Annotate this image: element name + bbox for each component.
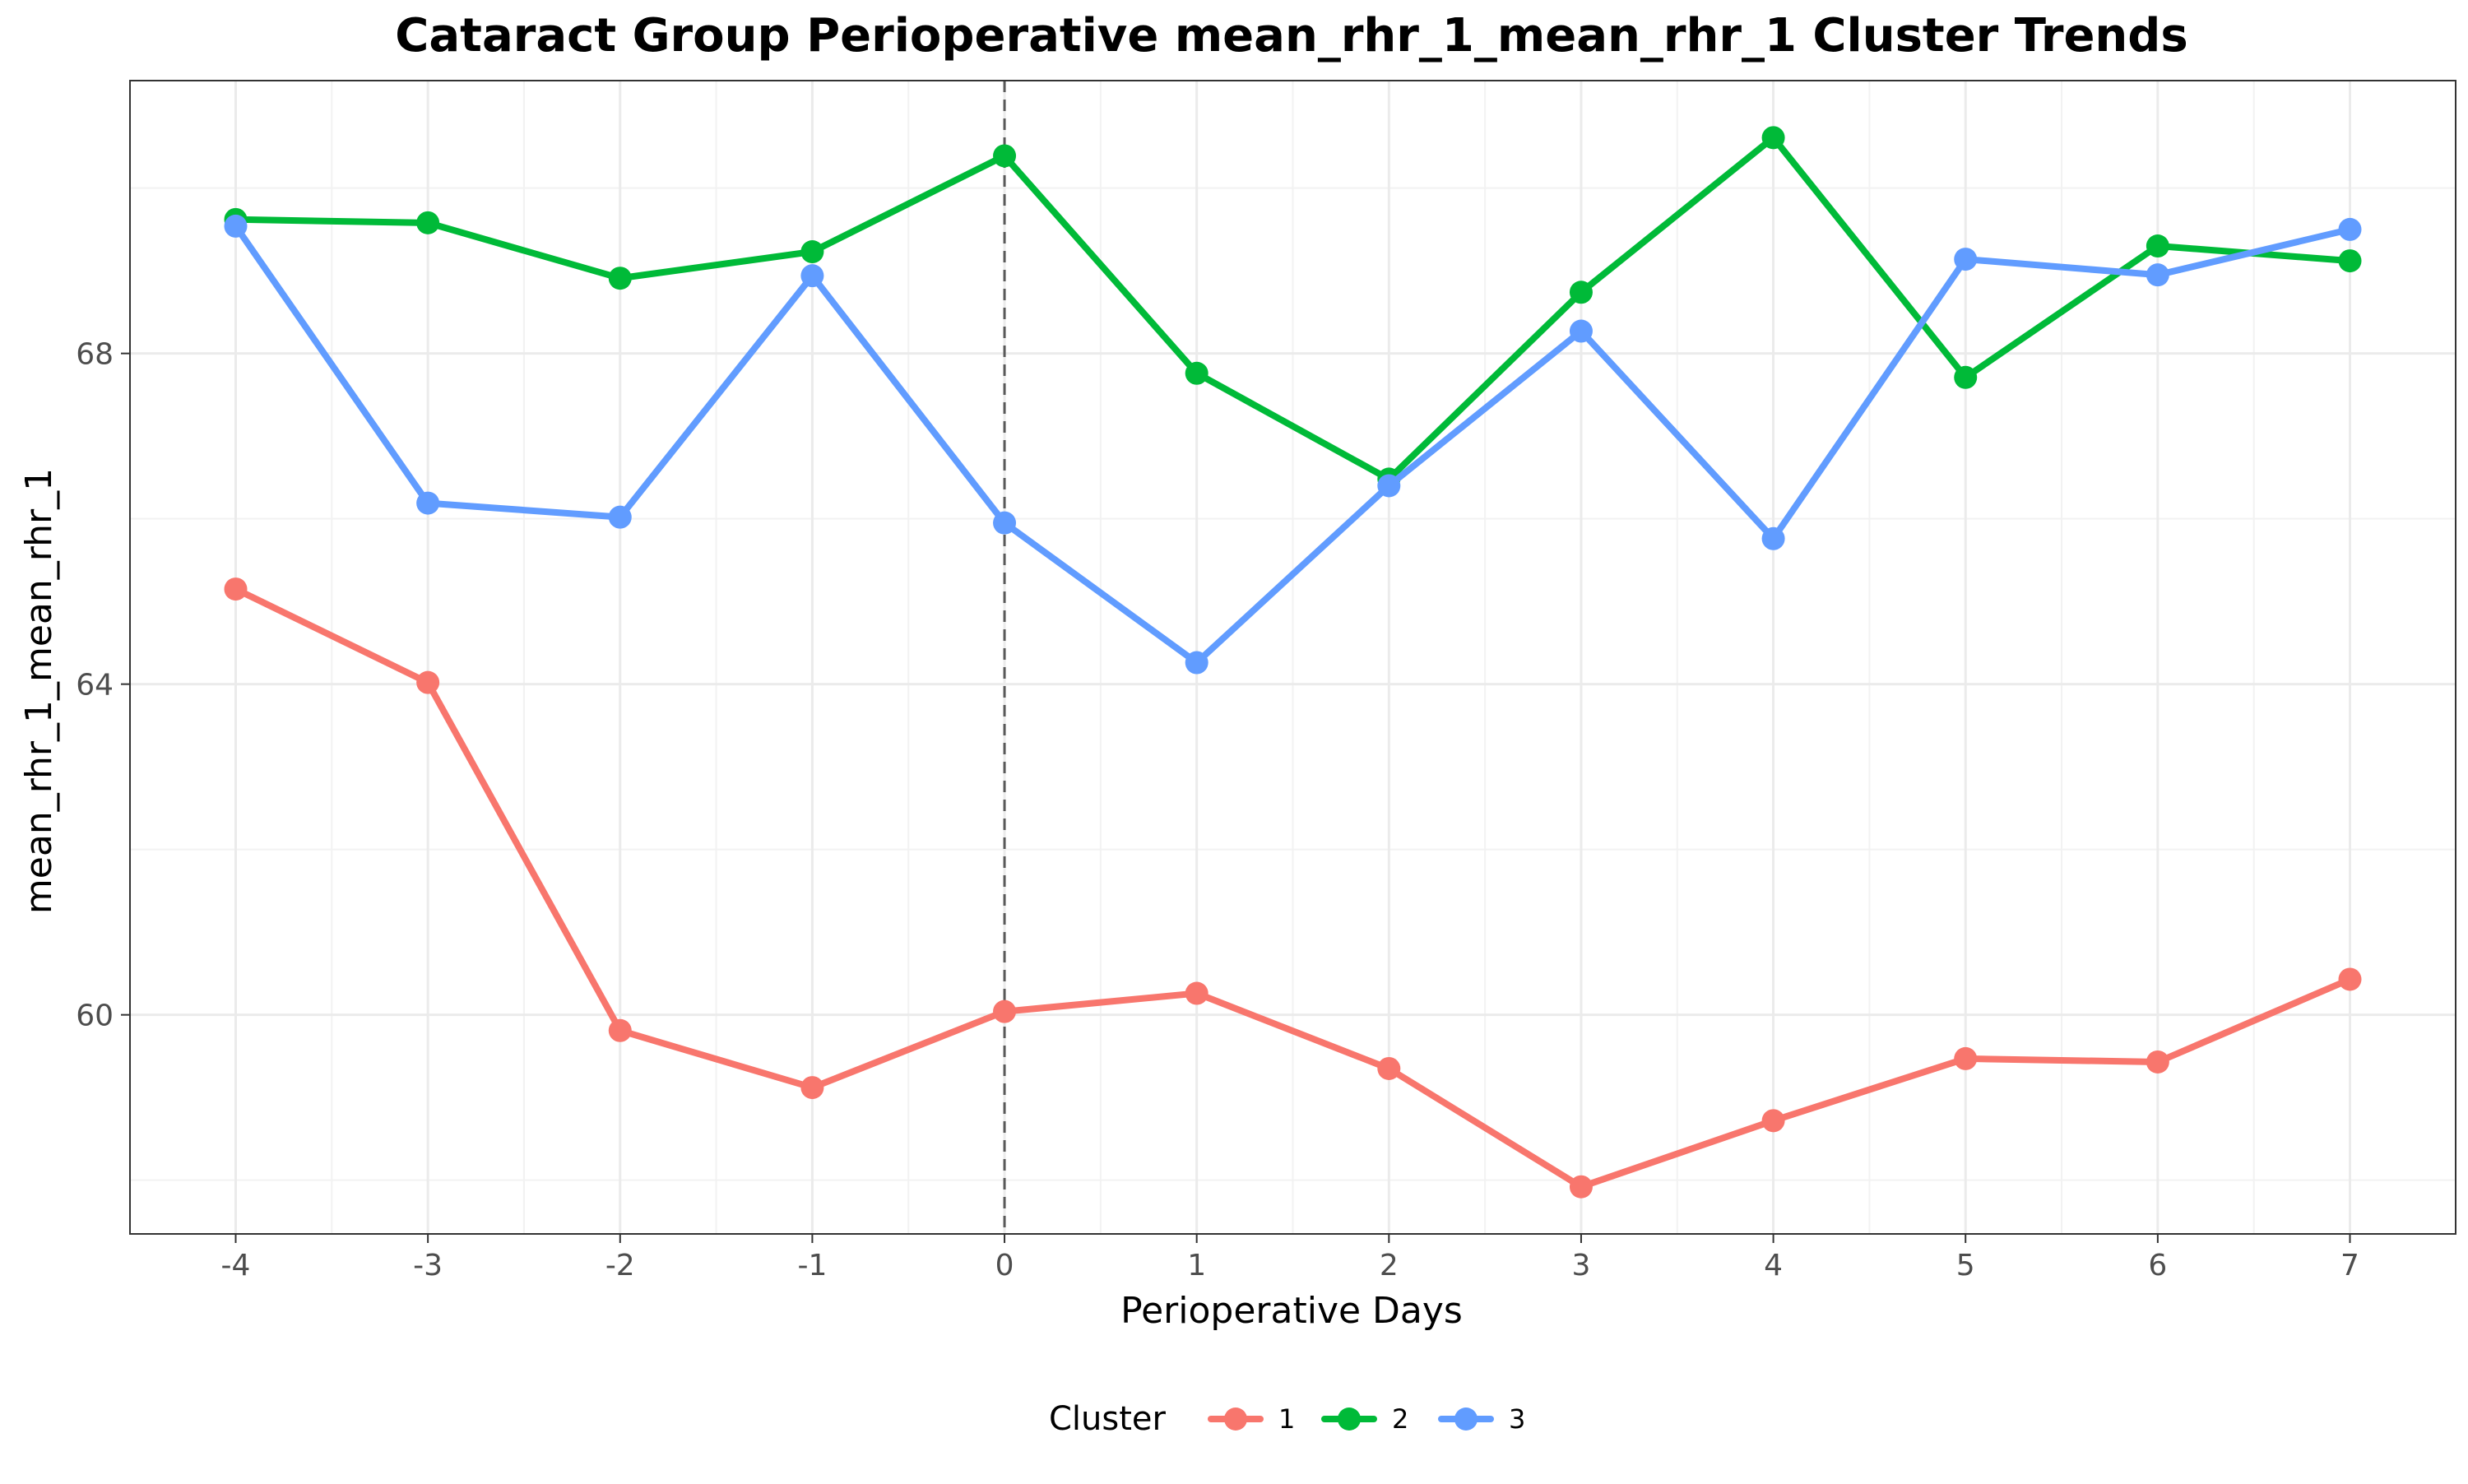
legend-key-point xyxy=(1454,1407,1478,1431)
data-point-series-1 xyxy=(993,999,1017,1023)
y-tick-label: 68 xyxy=(76,338,114,372)
data-point-series-2 xyxy=(416,211,440,234)
data-point-series-2 xyxy=(1569,281,1593,304)
data-point-series-2 xyxy=(2338,249,2362,273)
x-tick-label: -1 xyxy=(797,1249,827,1282)
x-tick-label: 3 xyxy=(1572,1249,1591,1282)
data-point-series-2 xyxy=(1761,126,1785,150)
y-tick-label: 64 xyxy=(76,669,114,703)
x-tick-label: -3 xyxy=(413,1249,443,1282)
series-line-2 xyxy=(232,134,2354,483)
plot-border xyxy=(129,80,2456,1235)
x-tick-label: 7 xyxy=(2340,1249,2359,1282)
data-point-series-1 xyxy=(608,1018,632,1042)
data-point-series-1 xyxy=(2146,1050,2169,1074)
data-point-series-2 xyxy=(800,240,824,264)
data-point-series-1 xyxy=(1761,1109,1785,1133)
y-axis-title: mean_rhr_1_mean_rhr_1 xyxy=(18,468,60,914)
legend-item-3: 3 xyxy=(1438,1403,1525,1435)
legend-label: 2 xyxy=(1392,1403,1408,1435)
series-line-1 xyxy=(232,586,2354,1190)
data-point-series-3 xyxy=(224,214,248,238)
legend-title: Cluster xyxy=(1049,1400,1167,1438)
series-line-3 xyxy=(232,222,2354,666)
data-point-series-3 xyxy=(1954,248,1978,271)
legend-label: 1 xyxy=(1278,1403,1295,1435)
series-3 xyxy=(224,214,2362,675)
series-1 xyxy=(224,577,2362,1199)
data-point-series-1 xyxy=(2338,967,2362,991)
plot-panel: -4 -3 -2 -1 0 1 2 3 4 5 6 7 60 64 68 xyxy=(76,80,2456,1282)
data-point-series-3 xyxy=(993,511,1017,535)
legend-key-point xyxy=(1338,1407,1361,1431)
x-tick-label: 6 xyxy=(2148,1249,2167,1282)
data-point-series-1 xyxy=(1569,1175,1593,1199)
legend-item-1: 1 xyxy=(1208,1403,1295,1435)
x-tick-label: 1 xyxy=(1187,1249,1206,1282)
x-tick-label: 4 xyxy=(1764,1249,1783,1282)
data-point-series-1 xyxy=(800,1076,824,1100)
data-point-series-3 xyxy=(2146,263,2169,287)
chart-title: Cataract Group Perioperative mean_rhr_1_… xyxy=(395,9,2187,63)
data-point-series-2 xyxy=(993,144,1017,168)
data-point-series-3 xyxy=(2338,217,2362,241)
data-point-series-3 xyxy=(1761,526,1785,550)
data-point-series-1 xyxy=(224,577,248,601)
data-point-series-3 xyxy=(1377,474,1401,498)
x-tick-label: -2 xyxy=(605,1249,635,1282)
x-tick-label: 0 xyxy=(995,1249,1014,1282)
legend-label: 3 xyxy=(1509,1403,1525,1435)
x-tick-label: 5 xyxy=(1956,1249,1975,1282)
x-axis-title: Perioperative Days xyxy=(1120,1290,1463,1332)
data-point-series-1 xyxy=(416,670,440,694)
data-point-series-2 xyxy=(2146,234,2169,258)
data-point-series-2 xyxy=(608,267,632,290)
x-tick-label: 2 xyxy=(1380,1249,1399,1282)
legend-key-point xyxy=(1224,1407,1247,1431)
data-point-series-1 xyxy=(1377,1056,1401,1080)
data-point-series-3 xyxy=(608,505,632,529)
data-point-series-2 xyxy=(1185,361,1208,385)
data-point-series-3 xyxy=(416,491,440,515)
data-point-series-1 xyxy=(1954,1046,1978,1070)
data-point-series-1 xyxy=(1185,981,1208,1005)
data-point-series-3 xyxy=(1569,319,1593,343)
x-tick-label: -4 xyxy=(221,1249,251,1282)
data-point-series-2 xyxy=(1954,365,1978,389)
legend-item-2: 2 xyxy=(1321,1403,1408,1435)
legend: Cluster 1 2 3 xyxy=(1049,1400,1525,1438)
data-point-series-3 xyxy=(1185,651,1208,675)
y-tick-label: 60 xyxy=(76,999,114,1033)
data-point-series-3 xyxy=(800,264,824,288)
